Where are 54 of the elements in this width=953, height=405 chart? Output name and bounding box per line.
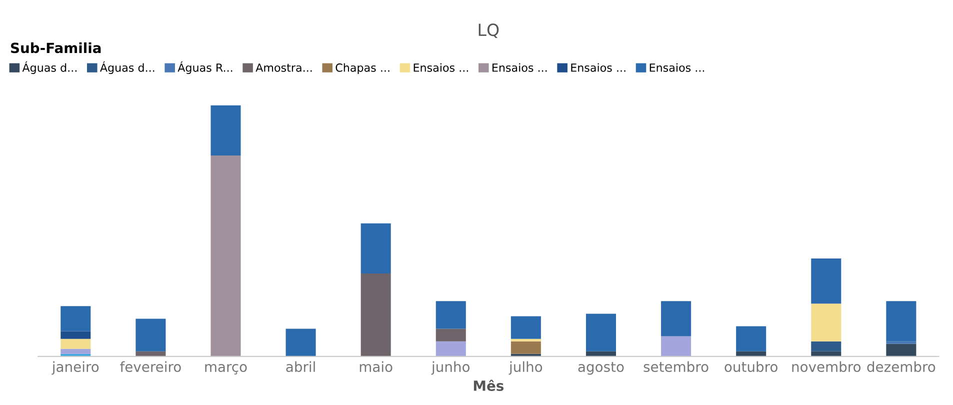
- bar: [811, 304, 842, 342]
- legend-label: Chapas ...: [336, 63, 390, 74]
- x-tick-label: julho: [508, 361, 542, 375]
- bar: [60, 338, 91, 349]
- bar: [736, 351, 766, 356]
- bar: [436, 328, 466, 342]
- x-tick-label: novembro: [792, 361, 861, 372]
- bar: [736, 326, 766, 352]
- bar: [886, 341, 916, 344]
- bar: [360, 223, 391, 274]
- bar: [661, 336, 692, 356]
- bar: [510, 341, 541, 354]
- bar: [360, 274, 391, 356]
- bar: [510, 316, 541, 339]
- legend-label: Ensaios ...: [571, 63, 626, 72]
- legend-label: Ensaios ...: [492, 63, 547, 72]
- bar: [60, 331, 91, 339]
- bar: [586, 351, 616, 356]
- bar: [136, 351, 166, 356]
- legend-label: Amostra...: [256, 64, 312, 72]
- bar: [811, 351, 842, 356]
- bar: [811, 341, 842, 352]
- bar: [886, 301, 916, 342]
- bar: [586, 314, 616, 352]
- x-tick-label: março: [205, 364, 247, 374]
- bar: [436, 301, 466, 329]
- legend-label: Ensaios ...: [414, 63, 468, 72]
- bar: [210, 105, 241, 156]
- x-tick-label: abril: [286, 361, 315, 372]
- legend-label: Águas d...: [100, 61, 154, 74]
- chart-title: LQ: [478, 23, 499, 38]
- bar: [510, 338, 541, 342]
- x-tick-label: fevereiro: [120, 361, 181, 372]
- bar: [60, 306, 91, 332]
- x-tick-label: janeiro: [52, 361, 99, 375]
- bar: [210, 156, 241, 356]
- bar: [136, 318, 166, 352]
- bar: [886, 344, 916, 356]
- legend-label: Ensaios ...: [650, 63, 704, 72]
- bar: [436, 341, 466, 356]
- bar: [286, 328, 316, 356]
- bar: [661, 301, 692, 336]
- x-tick-label: agosto: [578, 362, 624, 375]
- x-tick-label: junho: [431, 361, 470, 375]
- legend-title: Sub-Familia: [10, 42, 101, 54]
- x-axis-title: Mês: [474, 380, 504, 392]
- x-tick-label: dezembro: [867, 361, 936, 372]
- legend-label: Águas R...: [178, 61, 232, 74]
- legend-label: Águas d...: [22, 61, 76, 74]
- bar: [60, 348, 91, 354]
- x-tick-label: outubro: [724, 361, 778, 372]
- bar: [811, 258, 842, 304]
- x-tick-label: setembro: [644, 361, 708, 372]
- x-tick-label: maio: [360, 361, 392, 372]
